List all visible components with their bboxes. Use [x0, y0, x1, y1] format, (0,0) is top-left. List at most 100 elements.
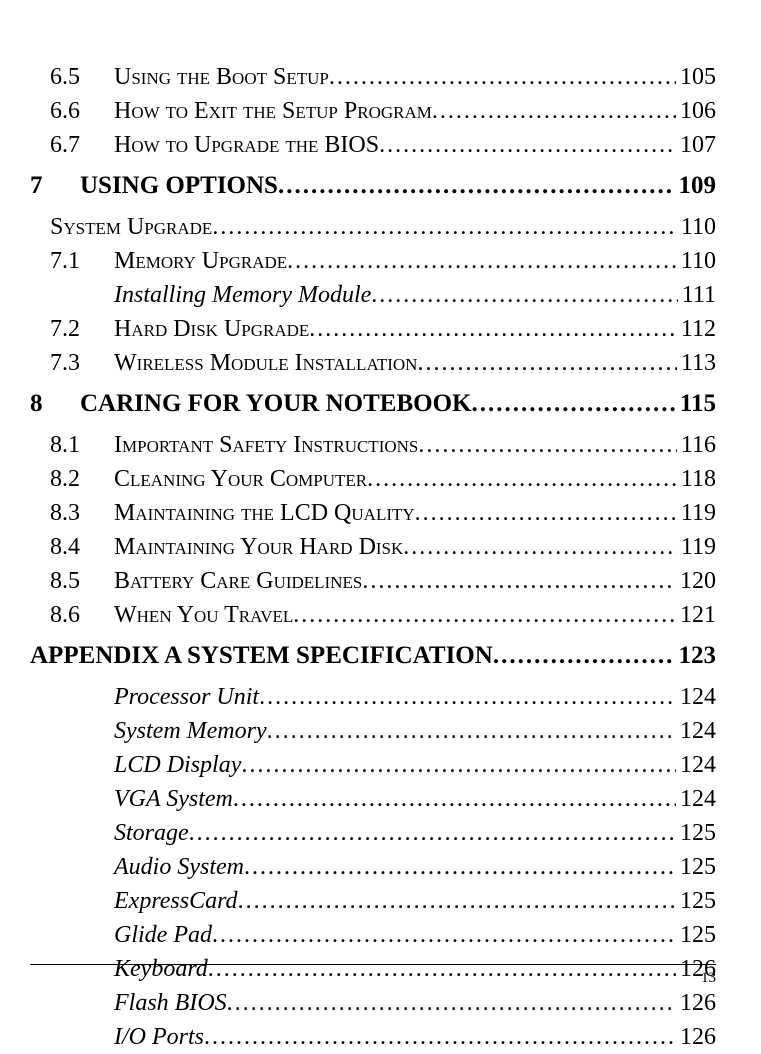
toc-title: Using the Boot Setup: [114, 60, 329, 94]
toc-title: Processor Unit: [114, 680, 259, 714]
toc-entry: 6.6How to Exit the Setup Program106: [30, 94, 716, 128]
toc-page: 124: [676, 680, 716, 714]
toc-page: 106: [676, 94, 716, 128]
toc-entry: 7.3Wireless Module Installation 113: [30, 346, 716, 380]
toc-page: 125: [676, 816, 716, 850]
toc-leader: [371, 278, 677, 312]
toc-title: Maintaining Your Hard Disk: [114, 530, 403, 564]
toc-leader: [379, 128, 676, 162]
toc-entry: 8.1Important Safety Instructions116: [30, 428, 716, 462]
toc-title: Installing Memory Module: [114, 278, 371, 312]
toc-page: 121: [676, 598, 716, 632]
toc-leader: [244, 850, 676, 884]
toc-entry: Installing Memory Module 111: [30, 278, 716, 312]
toc-entry: Audio System 125: [30, 850, 716, 884]
toc-page: 124: [676, 748, 716, 782]
toc-number: 7.1: [30, 244, 114, 278]
page-content: 6.5Using the Boot Setup1056.6How to Exit…: [0, 0, 761, 1054]
toc-number: 8.2: [30, 462, 114, 496]
toc-page: 113: [677, 346, 716, 380]
toc-title: Glide Pad: [114, 918, 212, 952]
toc-number: 6.7: [30, 128, 114, 162]
toc-leader: [293, 598, 676, 632]
toc-leader: [309, 312, 677, 346]
toc-entry: Storage 125: [30, 816, 716, 850]
toc-leader: [241, 748, 676, 782]
toc-leader: [238, 884, 676, 918]
toc-entry: 7.1Memory Upgrade 110: [30, 244, 716, 278]
toc-page: 110: [677, 244, 716, 278]
toc-entry: Glide Pad 125: [30, 918, 716, 952]
toc-page: 105: [676, 60, 716, 94]
toc-entry: VGA System 124: [30, 782, 716, 816]
toc-page: 110: [677, 210, 716, 244]
toc-number: 7.2: [30, 312, 114, 346]
toc-leader: [362, 564, 676, 598]
toc-title: Audio System: [114, 850, 244, 884]
toc-leader: [432, 94, 676, 128]
toc-page: 107: [676, 128, 716, 162]
toc-entry: System Memory124: [30, 714, 716, 748]
toc-page: 126: [676, 1020, 716, 1054]
footer-rule: [30, 964, 716, 965]
toc-page: 119: [677, 496, 716, 530]
toc-title: I/O Ports: [114, 1020, 204, 1054]
toc-title: System Memory: [114, 714, 267, 748]
toc-leader: [329, 60, 676, 94]
toc-entry: 6.7How to Upgrade the BIOS 107: [30, 128, 716, 162]
toc-title: Cleaning Your Computer: [114, 462, 367, 496]
toc-title: System Upgrade: [50, 210, 212, 244]
toc-title: Hard Disk Upgrade: [114, 312, 309, 346]
toc-page: 125: [676, 850, 716, 884]
toc-number: 7: [30, 168, 80, 204]
toc-leader: [212, 918, 676, 952]
toc-title: Memory Upgrade: [114, 244, 287, 278]
toc-entry: 8.3Maintaining the LCD Quality119: [30, 496, 716, 530]
toc-leader: [367, 462, 677, 496]
toc-page: 125: [676, 884, 716, 918]
toc-title: Wireless Module Installation: [114, 346, 417, 380]
toc-page: 119: [677, 530, 716, 564]
toc-page: 116: [677, 428, 716, 462]
toc-number: 8.4: [30, 530, 114, 564]
toc-page: 118: [677, 462, 716, 496]
toc-number: 6.5: [30, 60, 114, 94]
toc-entry: LCD Display 124: [30, 748, 716, 782]
toc-number: 8.6: [30, 598, 114, 632]
toc-title: How to Exit the Setup Program: [114, 94, 432, 128]
toc-entry: 8.5Battery Care Guidelines120: [30, 564, 716, 598]
toc-title: VGA System: [114, 782, 233, 816]
toc-title: ExpressCard: [114, 884, 238, 918]
toc-title: LCD Display: [114, 748, 241, 782]
toc-leader: [287, 244, 677, 278]
toc-number: 7.3: [30, 346, 114, 380]
toc-leader: [493, 638, 675, 674]
toc-page: 115: [676, 386, 716, 422]
toc-leader: [417, 346, 676, 380]
toc-entry: System Upgrade 110: [30, 210, 716, 244]
toc-entry: 8.2Cleaning Your Computer 118: [30, 462, 716, 496]
toc-leader: [278, 168, 675, 204]
toc-entry: Processor Unit 124: [30, 680, 716, 714]
toc-entry: 7.2Hard Disk Upgrade112: [30, 312, 716, 346]
toc-page: 124: [676, 782, 716, 816]
toc-leader: [267, 714, 676, 748]
toc-title: Maintaining the LCD Quality: [114, 496, 415, 530]
toc-entry: APPENDIX A SYSTEM SPECIFICATION 123: [30, 638, 716, 674]
toc-entry: 6.5Using the Boot Setup 105: [30, 60, 716, 94]
toc-page: 120: [676, 564, 716, 598]
toc-leader: [403, 530, 677, 564]
toc-entry: 8.6When You Travel121: [30, 598, 716, 632]
toc-page: 109: [675, 168, 717, 204]
toc-leader: [471, 386, 675, 422]
toc-page: 123: [675, 638, 717, 674]
toc-page: 125: [676, 918, 716, 952]
toc-entry: I/O Ports 126: [30, 1020, 716, 1054]
toc-title: USING OPTIONS: [80, 168, 278, 204]
toc-title: Storage: [114, 816, 189, 850]
toc-leader: [189, 816, 676, 850]
toc-entry: 8CARING FOR YOUR NOTEBOOK115: [30, 386, 716, 422]
toc-title: How to Upgrade the BIOS: [114, 128, 379, 162]
toc-title: APPENDIX A SYSTEM SPECIFICATION: [30, 638, 493, 674]
toc-page: 111: [678, 278, 716, 312]
